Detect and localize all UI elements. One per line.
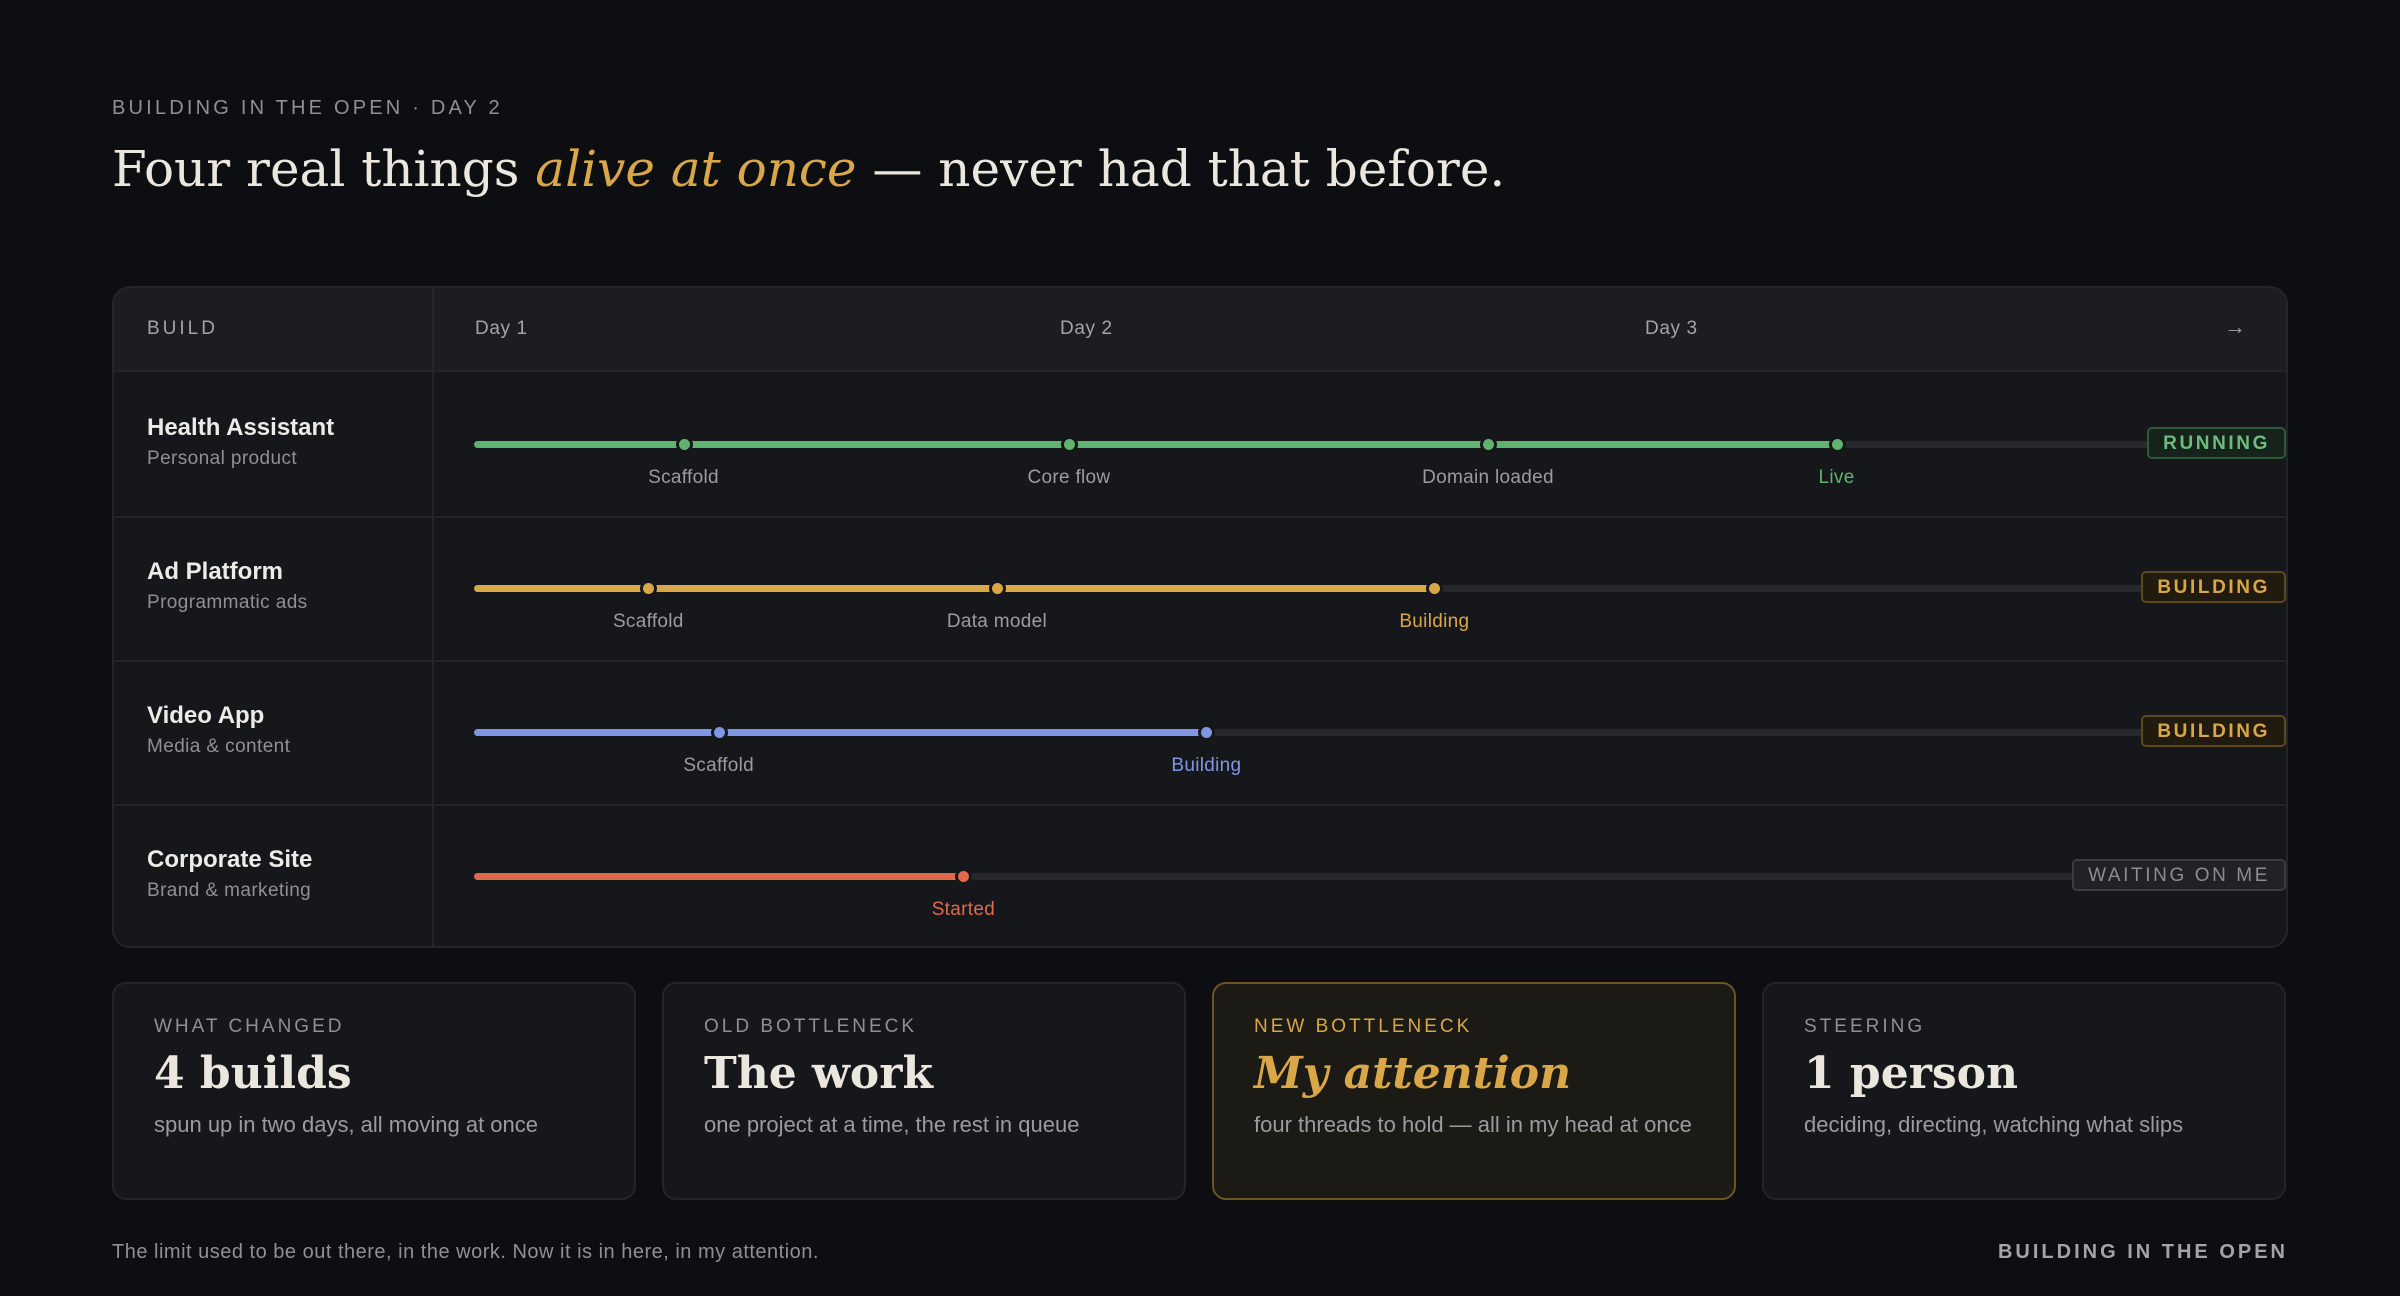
milestone-label: Domain loaded (1422, 467, 1554, 488)
progress-track: Started (474, 868, 2150, 920)
build-row[interactable]: Health Assistant Personal product Scaffold… (114, 372, 2286, 518)
day-1-label: Day 1 (475, 318, 528, 339)
build-name: Corporate Site (147, 846, 313, 873)
build-category: Media & content (147, 736, 291, 757)
progress-fill (474, 873, 962, 880)
summary-cards: WHAT CHANGED 4 builds spun up in two days,… (112, 982, 2288, 1200)
milestone-dot[interactable] (640, 580, 658, 597)
milestone-label: Building (1171, 755, 1242, 776)
timeline-table: BUILD Day 1 Day 2 Day 3 → Health Assista… (112, 286, 2288, 948)
card-value: The work (704, 1048, 933, 1099)
card-eyebrow: NEW BOTTLENECK (1254, 1016, 1473, 1037)
status-badge: RUNNING (2147, 427, 2286, 459)
milestone-label: Started (931, 899, 996, 920)
milestone-label: Scaffold (612, 611, 684, 632)
footer-brand: BUILDING IN THE OPEN (1997, 1241, 2288, 1263)
eyebrow: BUILDING IN THE OPEN · DAY 2 (112, 97, 503, 119)
progress-track: Scaffold Data model Building (474, 580, 2150, 632)
build-row[interactable]: Corporate Site Brand & marketing Started WA… (114, 804, 2286, 946)
build-row[interactable]: Video App Media & content Scaffold Building… (114, 660, 2286, 806)
milestone-dot[interactable] (1426, 580, 1444, 597)
summary-card: OLD BOTTLENECK The work one project at a t… (662, 982, 1186, 1200)
build-column-header: BUILD (147, 318, 218, 339)
milestone-label: Scaffold (683, 755, 755, 776)
build-name: Health Assistant (147, 414, 335, 441)
milestone-dot[interactable] (1828, 436, 1846, 453)
day-2-label: Day 2 (1060, 318, 1113, 339)
build-name: Video App (147, 702, 265, 729)
status-badge: WAITING ON ME (2072, 859, 2286, 891)
milestone-dot[interactable] (1479, 436, 1497, 453)
headline-post: — never had that before. (856, 140, 1506, 198)
milestone-dot[interactable] (1198, 724, 1216, 741)
card-eyebrow: WHAT CHANGED (154, 1016, 345, 1037)
build-row[interactable]: Ad Platform Programmatic ads Scaffold Data … (114, 516, 2286, 662)
milestone-dot[interactable] (988, 580, 1006, 597)
status-badge: BUILDING (2141, 715, 2286, 747)
progress-fill (474, 729, 1207, 736)
card-description: four threads to hold — all in my head at… (1254, 1112, 1692, 1137)
card-value: 1 person (1804, 1048, 2018, 1099)
card-value: 4 builds (154, 1048, 352, 1099)
progress-fill (474, 441, 1832, 448)
timeline-header: BUILD Day 1 Day 2 Day 3 → (114, 288, 2286, 372)
headline-pre: Four real things (112, 140, 536, 198)
build-category: Brand & marketing (147, 880, 312, 901)
progress-track: Scaffold Core flow Domain loaded Live (474, 436, 2150, 488)
build-name: Ad Platform (147, 558, 284, 585)
page-title: Four real things alive at once — never h… (112, 140, 1505, 198)
card-description: deciding, directing, watching what slips (1804, 1112, 2184, 1137)
build-category: Personal product (147, 448, 298, 469)
day-3-label: Day 3 (1645, 318, 1698, 339)
column-divider (432, 288, 434, 946)
milestone-label: Building (1399, 611, 1470, 632)
milestone-dot[interactable] (675, 436, 693, 453)
progress-fill (474, 585, 1433, 592)
footer-note: The limit used to be out there, in the w… (112, 1241, 819, 1263)
summary-card: NEW BOTTLENECK My attention four threads t… (1212, 982, 1736, 1200)
card-value: My attention (1254, 1048, 1572, 1099)
summary-card: WHAT CHANGED 4 builds spun up in two days,… (112, 982, 636, 1200)
card-eyebrow: STEERING (1804, 1016, 1926, 1037)
headline-emphasis: alive at once (535, 140, 857, 198)
milestone-dot[interactable] (1060, 436, 1078, 453)
card-description: one project at a time, the rest in queue (704, 1112, 1080, 1137)
milestone-label: Scaffold (648, 467, 719, 488)
status-badge: BUILDING (2141, 571, 2286, 603)
milestone-label: Data model (946, 611, 1047, 632)
milestone-dot[interactable] (710, 724, 728, 741)
card-description: spun up in two days, all moving at once (154, 1112, 539, 1137)
build-category: Programmatic ads (147, 592, 308, 613)
arrow-right-icon[interactable]: → (2224, 314, 2246, 339)
progress-track: Scaffold Building (474, 724, 2150, 776)
card-eyebrow: OLD BOTTLENECK (704, 1016, 918, 1037)
milestone-dot[interactable] (955, 868, 973, 885)
milestone-label: Core flow (1027, 467, 1111, 488)
summary-card: STEERING 1 person deciding, directing, wat… (1762, 982, 2286, 1200)
milestone-label: Live (1818, 467, 1855, 488)
